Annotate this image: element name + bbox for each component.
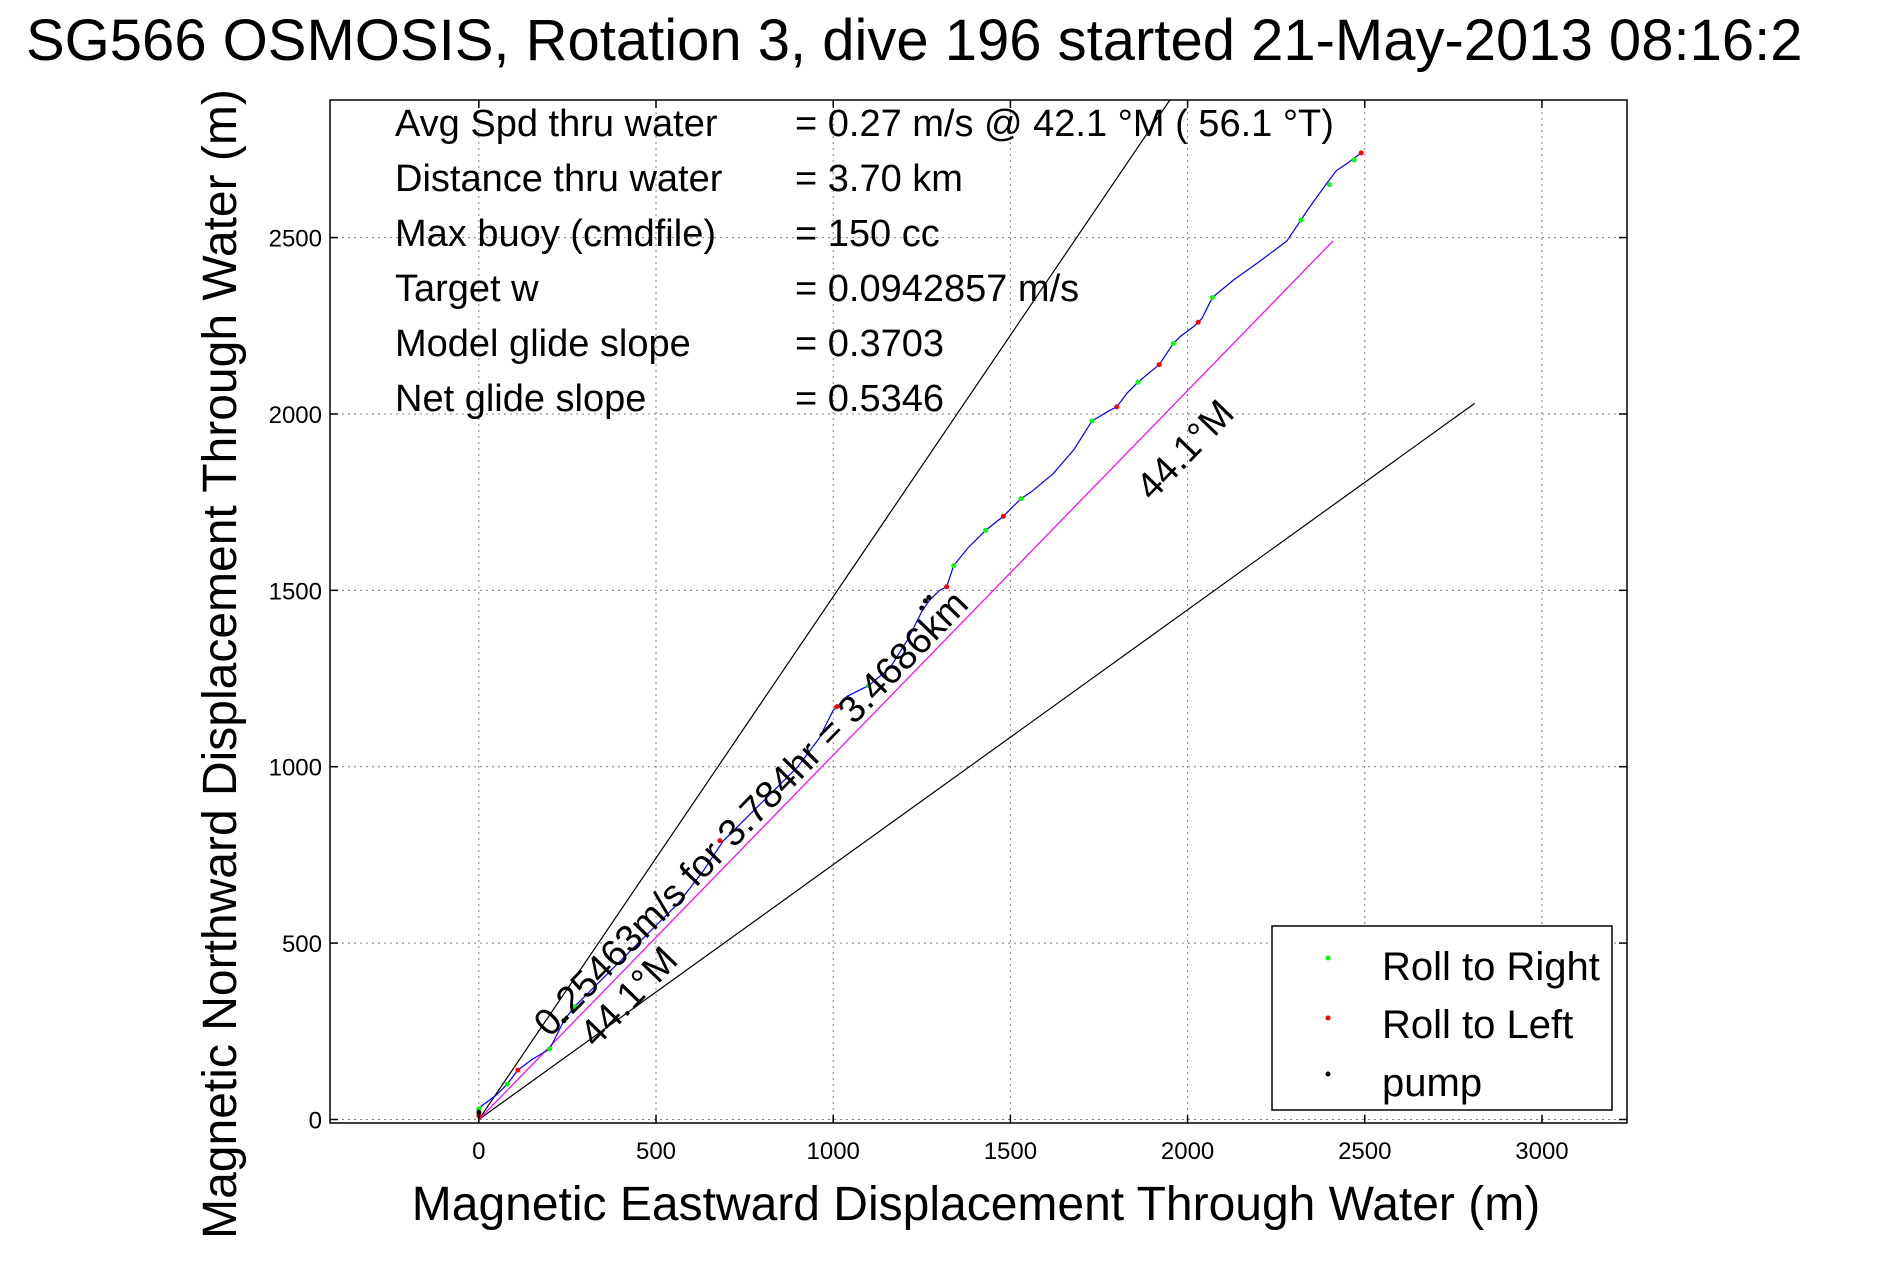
marker-roll_right: [1089, 418, 1095, 424]
marker-roll_left: [834, 704, 840, 710]
marker-roll_right: [1209, 295, 1215, 301]
marker-layer: [476, 150, 1364, 1119]
y-tick-label: 500: [282, 931, 322, 958]
marker-roll_left: [717, 838, 723, 844]
stat-value: = 3.70 km: [795, 158, 963, 200]
y-axis-label: Magnetic Northward Displacement Through …: [194, 89, 247, 1239]
marker-roll_right: [547, 1046, 553, 1052]
x-tick-label: 1500: [984, 1138, 1037, 1165]
grid-lines: [330, 100, 1627, 1123]
x-axis-label: Magnetic Eastward Displacement Through W…: [412, 1178, 1540, 1231]
x-tick-label: 500: [636, 1138, 676, 1165]
marker-roll_right: [1351, 157, 1357, 163]
legend-label-roll-right: Roll to Right: [1382, 945, 1600, 989]
legend-marker-roll-right: [1325, 955, 1331, 961]
x-tick-label: 0: [472, 1138, 485, 1165]
legend-marker-roll-left: [1325, 1015, 1331, 1021]
stat-value: = 0.5346: [795, 378, 944, 420]
plot-frame: [329, 99, 1628, 1124]
stats-block: Avg Spd thru water = 0.27 m/s @ 42.1 °M (…: [395, 103, 1334, 420]
marker-roll_right: [1018, 496, 1024, 502]
legend-label-pump: pump: [1382, 1061, 1482, 1105]
y-tick-label: 2000: [269, 402, 322, 429]
marker-roll_left: [1358, 150, 1364, 156]
marker-roll_right: [1298, 217, 1304, 223]
x-tick-label: 2000: [1161, 1138, 1214, 1165]
legend: Roll to Right Roll to Left pump: [1271, 925, 1613, 1111]
reference-line-bound_upper: [478, 99, 1171, 1120]
marker-roll_right: [1170, 340, 1176, 346]
reference-lines: [478, 99, 1475, 1120]
marker-roll_right: [504, 1081, 510, 1087]
marker-roll_left: [1195, 319, 1201, 325]
marker-pump: [561, 1018, 567, 1024]
axis-ticks: 0 500 1000 1500 2000 2500 3000 0 500 1000 1500 2000…: [269, 100, 1627, 1165]
chart-title: SG566 OSMOSIS, Rotation 3, dive 196 star…: [26, 8, 1803, 73]
y-tick-label: 0: [309, 1107, 322, 1134]
marker-roll_left: [1000, 513, 1006, 519]
stat-label: Net glide slope: [395, 378, 646, 420]
marker-roll_right: [1135, 379, 1141, 385]
stat-value: = 0.3703: [795, 323, 944, 365]
reference-line-bound_lower: [478, 402, 1475, 1120]
marker-roll_left: [515, 1067, 521, 1073]
stat-value: = 0.0942857 m/s: [795, 268, 1079, 310]
stat-label: Avg Spd thru water: [395, 103, 718, 145]
x-tick-label: 2500: [1338, 1138, 1391, 1165]
stat-label: Max buoy (cmdfile): [395, 213, 716, 255]
legend-label-roll-left: Roll to Left: [1382, 1003, 1573, 1047]
legend-marker-pump: [1325, 1071, 1331, 1077]
marker-pump: [926, 594, 932, 600]
stat-value: = 0.27 m/s @ 42.1 °M ( 56.1 °T): [795, 103, 1334, 145]
stat-label: Distance thru water: [395, 158, 723, 200]
speed-annotation: 0.25463m/s for 3.784hr = 3.4686km: [526, 583, 977, 1045]
y-tick-label: 1500: [269, 578, 322, 605]
marker-roll_right: [951, 563, 957, 569]
marker-pump: [922, 598, 928, 604]
x-tick-label: 1000: [807, 1138, 860, 1165]
y-tick-label: 2500: [269, 226, 322, 253]
marker-pump: [919, 605, 925, 611]
marker-roll_right: [866, 683, 872, 689]
marker-roll_right: [983, 527, 989, 533]
marker-roll_right: [572, 1004, 578, 1010]
heading-annotation-upper: 44.1°M: [1128, 392, 1242, 508]
series-layer: [478, 152, 1362, 1120]
reference-line-heading_44.1: [478, 240, 1334, 1120]
series-line-track: [478, 152, 1362, 1120]
y-tick-label: 1000: [269, 755, 322, 782]
stat-value: = 150 cc: [795, 213, 940, 255]
stat-label: Model glide slope: [395, 323, 691, 365]
marker-roll_left: [1114, 404, 1120, 410]
marker-roll_left: [1156, 362, 1162, 368]
marker-roll_right: [476, 1106, 482, 1112]
marker-pump: [476, 1109, 482, 1115]
x-tick-label: 3000: [1515, 1138, 1568, 1165]
stat-label: Target w: [395, 268, 539, 310]
marker-roll_left: [944, 584, 950, 590]
marker-roll_right: [1326, 182, 1332, 188]
